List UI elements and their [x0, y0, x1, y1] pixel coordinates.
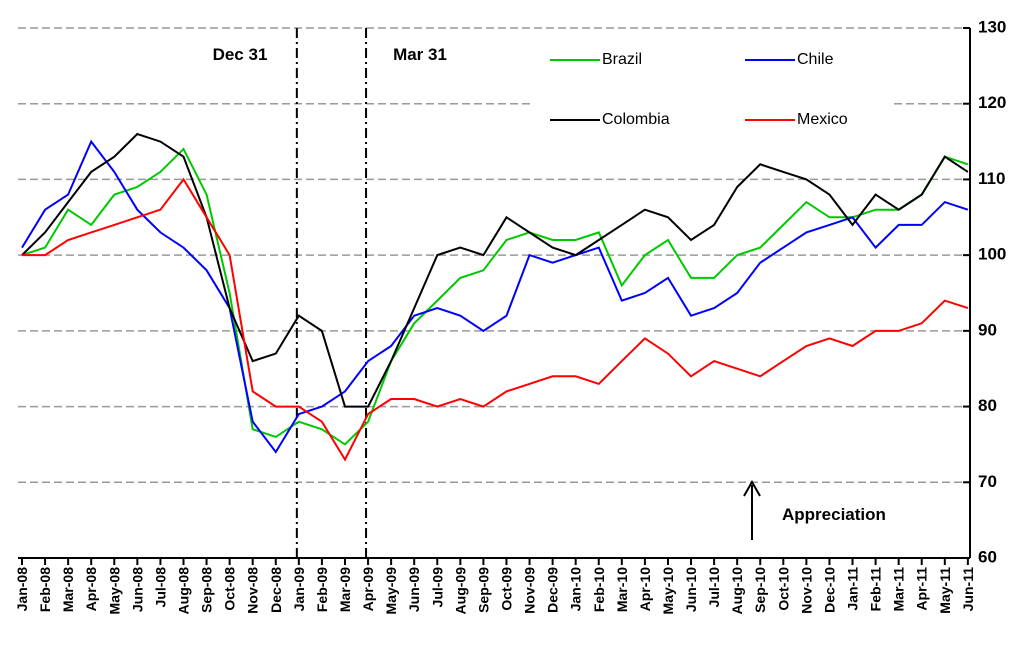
series-line — [21, 147, 969, 446]
x-tick-label: Jun-11 — [960, 567, 976, 612]
x-tick-label: May-10 — [660, 567, 676, 615]
x-tick-label: Jan-11 — [845, 567, 861, 611]
legend-label: Mexico — [797, 111, 848, 128]
annotation: Dec 31 — [213, 45, 268, 64]
x-tick-label: Feb-10 — [591, 567, 607, 612]
x-tick-label: Jun-09 — [406, 567, 422, 612]
x-tick-label: Dec-10 — [821, 567, 837, 613]
x-tick-label: Aug-08 — [175, 567, 191, 615]
y-tick-label: 60 — [978, 547, 997, 566]
x-tick-label: Feb-11 — [868, 567, 884, 612]
x-tick-label: Mar-11 — [891, 567, 907, 612]
series-line — [21, 139, 969, 454]
legend-bg — [530, 38, 890, 138]
x-tick-label: Sep-09 — [475, 567, 491, 613]
x-tick-label: Jan-10 — [568, 567, 584, 612]
x-tick-label: Jul-08 — [152, 567, 168, 608]
x-tick-label: Feb-09 — [314, 567, 330, 612]
x-tick-label: Aug-09 — [452, 567, 468, 615]
legend-label: Brazil — [602, 51, 642, 68]
y-tick-label: 120 — [978, 93, 1006, 112]
legend-label: Colombia — [602, 111, 670, 128]
x-tick-label: Jul-10 — [706, 567, 722, 608]
x-tick-label: Mar-09 — [337, 567, 353, 612]
arrow-head — [743, 479, 761, 497]
series-line — [21, 132, 969, 408]
annotation: Mar 31 — [393, 45, 447, 64]
x-tick-label: Nov-09 — [522, 567, 538, 614]
x-tick-label: Sep-08 — [199, 567, 215, 613]
x-tick-label: Apr-08 — [83, 567, 99, 612]
x-tick-label: Oct-08 — [222, 567, 238, 611]
y-tick-label: 90 — [978, 320, 997, 339]
x-tick-label: Jul-09 — [429, 567, 445, 608]
x-tick-label: May-11 — [937, 567, 953, 614]
x-tick-label: Oct-10 — [775, 567, 791, 611]
x-tick-label: Dec-08 — [268, 567, 284, 613]
x-tick-label: May-08 — [106, 567, 122, 615]
x-tick-label: Nov-08 — [245, 567, 261, 614]
x-tick-label: Jan-08 — [14, 567, 30, 612]
x-tick-label: Aug-10 — [729, 567, 745, 615]
y-tick-label: 110 — [978, 169, 1005, 188]
x-tick-label: Apr-10 — [637, 567, 653, 612]
x-tick-label: May-09 — [383, 567, 399, 615]
x-tick-label: Feb-08 — [37, 567, 53, 612]
y-tick-label: 70 — [978, 472, 997, 491]
x-tick-label: Oct-09 — [498, 567, 514, 611]
y-tick-label: 130 — [978, 17, 1006, 36]
x-tick-label: Jan-09 — [291, 567, 307, 612]
x-tick-label: Nov-10 — [798, 567, 814, 614]
series-line — [22, 177, 969, 462]
x-tick-label: Sep-10 — [752, 567, 768, 613]
y-tick-label: 80 — [978, 396, 997, 415]
x-tick-label: Dec-09 — [545, 567, 561, 613]
x-tick-label: Jun-10 — [683, 567, 699, 612]
legend-label: Chile — [797, 51, 834, 68]
plot: 60 70 80 90 100 110 120 130 Jan-08 Feb-08 Mar-08 Ap… — [14, 17, 1006, 614]
x-tick-label: Apr-09 — [360, 567, 376, 612]
y-tick-label: 100 — [978, 245, 1006, 264]
x-tick-label: Jun-08 — [129, 567, 145, 612]
annotation: Appreciation — [782, 505, 886, 524]
x-tick-label: Mar-08 — [60, 567, 76, 612]
x-tick-label: Mar-10 — [614, 567, 630, 612]
x-tick-label: Apr-11 — [914, 567, 930, 611]
